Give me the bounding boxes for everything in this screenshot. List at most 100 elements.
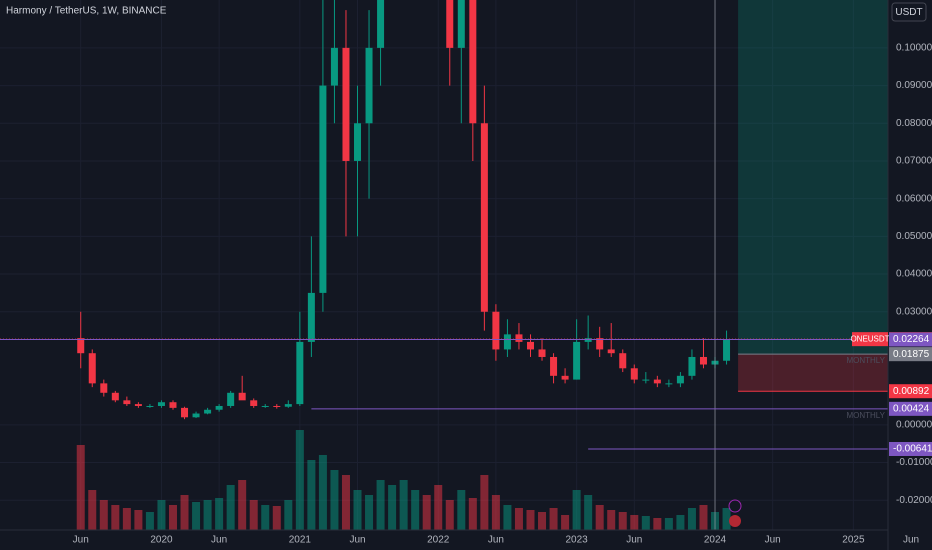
candle-body — [480, 123, 488, 312]
volume-bar — [272, 506, 281, 530]
price-badge — [889, 347, 932, 362]
currency-label[interactable]: USDT — [895, 7, 922, 18]
volume-bar — [491, 495, 500, 530]
candle-body — [273, 405, 281, 407]
candle-body — [515, 334, 523, 342]
x-tick-label: Jun — [765, 535, 781, 546]
candle-body — [238, 392, 246, 401]
volume-bar — [480, 475, 489, 530]
event-icon[interactable] — [729, 515, 741, 527]
volume-bar — [468, 498, 477, 530]
candle-body — [526, 341, 534, 350]
candle-body — [307, 292, 315, 342]
volume-bar — [526, 510, 535, 530]
candle-body — [169, 402, 177, 408]
candle-body — [319, 85, 327, 293]
candle-body — [561, 375, 569, 380]
plot-area — [0, 0, 888, 530]
candle-body — [296, 341, 304, 405]
candle-body — [492, 311, 500, 350]
volume-bar — [111, 505, 120, 530]
x-tick-label: 2020 — [150, 535, 173, 546]
candle-body — [550, 356, 558, 376]
currency-button[interactable] — [891, 2, 927, 22]
price-badge-label: 0.00424 — [893, 403, 930, 414]
volume-bar — [295, 430, 304, 530]
volume-bar — [157, 500, 166, 530]
candle-body — [123, 400, 131, 405]
volume-bar — [687, 508, 696, 530]
volume-bar — [388, 485, 397, 530]
y-tick-label: -0.01000 — [896, 457, 932, 468]
x-tick-label: Jun — [488, 535, 504, 546]
volume-bar — [664, 518, 673, 530]
candle-body — [607, 349, 615, 354]
volume-bar — [584, 495, 593, 530]
candle-body — [457, 0, 465, 48]
volume-bar — [341, 475, 350, 530]
candle-body — [181, 407, 189, 418]
volume-bar — [134, 510, 143, 530]
volume-bar — [572, 490, 581, 530]
volume-bar — [99, 500, 108, 530]
volume-bar — [595, 505, 604, 530]
stop-zone — [738, 354, 888, 392]
candle-body — [377, 0, 385, 48]
volume-bar — [88, 490, 97, 530]
volume-bar — [434, 485, 443, 530]
candle-body — [619, 353, 627, 369]
volume-bar — [284, 500, 293, 530]
volume-bar — [307, 460, 316, 530]
volume-bar — [168, 505, 177, 530]
candle-body — [573, 341, 581, 380]
volume-bar — [203, 500, 212, 530]
price-badge-label: 0.02264 — [893, 334, 930, 345]
x-tick-label: Jun — [349, 535, 365, 546]
candle-body — [538, 349, 546, 357]
volume-bar — [180, 495, 189, 530]
volume-bar — [353, 490, 362, 530]
volume-bar — [503, 505, 512, 530]
volume-bar — [618, 512, 627, 530]
price-badge — [889, 332, 932, 347]
y-tick-label: 0.05000 — [896, 231, 932, 242]
volume-bar — [330, 470, 339, 530]
x-tick-label: 2025 — [842, 535, 865, 546]
volume-bar — [722, 508, 731, 530]
candle-body — [342, 47, 350, 161]
candle-body — [365, 47, 373, 124]
candle-body — [146, 405, 154, 407]
candle-body — [723, 339, 731, 361]
volume-bar — [122, 508, 131, 530]
candle-body — [134, 404, 142, 406]
candle-body — [100, 383, 108, 393]
chart-title: Harmony / TetherUS, 1W, BINANCE — [6, 6, 167, 17]
candle-body — [77, 338, 85, 354]
volume-bar — [215, 498, 224, 530]
y-tick-label: 0.08000 — [896, 118, 932, 129]
price-badge — [889, 384, 932, 399]
candle-body — [261, 405, 269, 407]
x-tick-label: Jun — [73, 535, 89, 546]
candle-body — [665, 383, 673, 385]
candle-body — [676, 375, 684, 384]
candle-body — [596, 338, 604, 350]
y-tick-label: 0.07000 — [896, 156, 932, 167]
volume-bar — [607, 510, 616, 530]
candle-body — [111, 392, 119, 401]
candle-body — [699, 356, 707, 365]
event-icon[interactable] — [728, 499, 742, 513]
candle-body — [227, 392, 235, 406]
candle-body — [630, 368, 638, 380]
price-badge-label: 0.01875 — [893, 349, 930, 360]
candle-body — [503, 334, 511, 350]
volume-bar — [549, 508, 558, 530]
y-tick-label: 0.00000 — [896, 419, 932, 430]
candle-body — [88, 353, 96, 384]
x-tick-label: Jun — [211, 535, 227, 546]
volume-bar — [422, 495, 431, 530]
line-note: MONTHLY — [846, 356, 885, 365]
